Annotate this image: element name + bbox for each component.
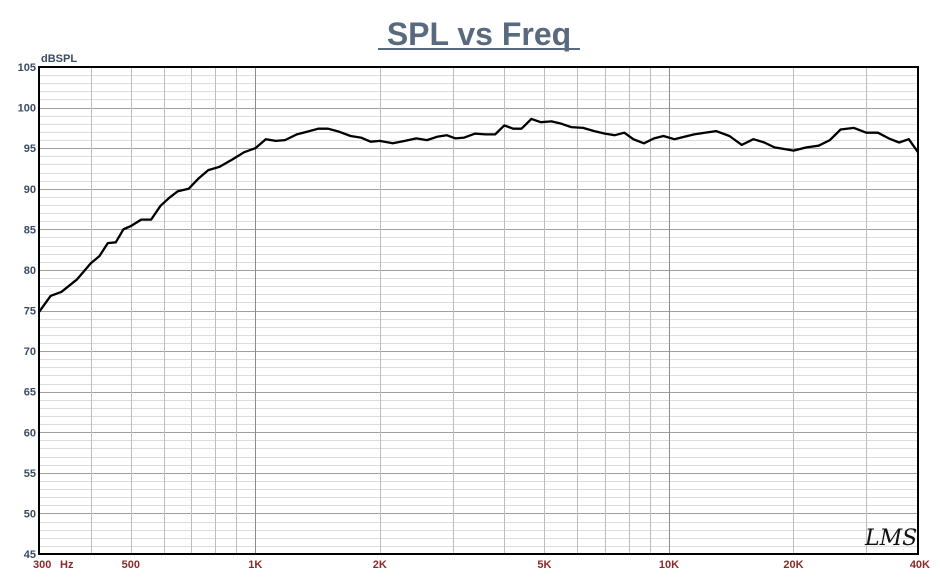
y-tick-label: 80 xyxy=(24,265,36,277)
y-tick-label: 85 xyxy=(24,224,36,236)
y-tick-label: 100 xyxy=(18,103,36,115)
plot-frame xyxy=(38,66,919,555)
x-tick-label: 10K xyxy=(659,559,679,571)
y-tick-label: 105 xyxy=(18,62,36,74)
y-tick-label: 50 xyxy=(24,508,36,520)
spl-curve xyxy=(38,117,919,313)
chart-title: SPL vs Freq xyxy=(387,16,571,52)
lms-logo: LMS xyxy=(864,526,917,551)
x-tick-label: 5K xyxy=(537,559,551,571)
y-tick-label: 75 xyxy=(24,306,36,318)
y-tick-label: 55 xyxy=(24,468,36,480)
y-tick-label: 65 xyxy=(24,387,36,399)
x-tick-label: 1K xyxy=(248,559,262,571)
x-tick-label: 20K xyxy=(783,559,803,571)
y-tick-label: 90 xyxy=(24,184,36,196)
y-axis-unit-label: dBSPL xyxy=(41,53,77,65)
x-tick-label: 2K xyxy=(373,559,387,571)
y-tick-label: 95 xyxy=(24,143,36,155)
y-tick-label: 45 xyxy=(24,549,36,561)
x-tick-label: 500 xyxy=(122,559,140,571)
x-tick-label: 300 xyxy=(33,559,51,571)
y-tick-label: 60 xyxy=(24,427,36,439)
y-tick-label: 70 xyxy=(24,346,36,358)
x-axis-unit-label: Hz xyxy=(60,559,74,571)
x-tick-label: 40K xyxy=(910,559,930,571)
grid xyxy=(39,67,918,554)
